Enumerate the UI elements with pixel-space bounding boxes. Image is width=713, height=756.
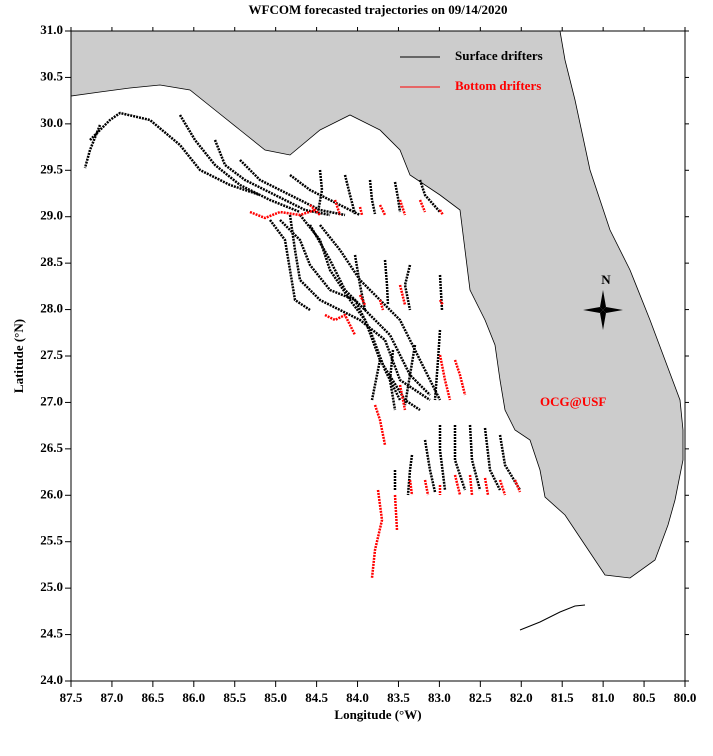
surface-drifter-track — [383, 259, 390, 306]
bottom-drifter-track — [468, 474, 474, 496]
legend: Surface drifters Bottom drifters — [400, 48, 543, 93]
surface-drifter-track — [308, 224, 431, 396]
y-tick-label: 27.0 — [40, 393, 63, 408]
keys — [519, 604, 586, 631]
bottom-drifter-track — [358, 294, 367, 306]
bottom-drifter-track — [418, 199, 427, 213]
y-tick-label: 26.0 — [40, 486, 63, 501]
compass-label: N — [601, 272, 611, 287]
surface-drifter-track — [83, 124, 102, 169]
bottom-drifter-track — [309, 204, 321, 216]
x-tick-label: 82.5 — [469, 690, 492, 705]
bottom-drifter-track — [373, 404, 387, 446]
x-tick-label: 86.0 — [182, 690, 205, 705]
y-tick-label: 27.5 — [40, 347, 63, 362]
x-tick-label: 80.0 — [674, 690, 697, 705]
surface-drifter-track — [433, 329, 442, 401]
y-tick-label: 25.5 — [40, 533, 63, 548]
surface-drifter-track — [393, 181, 402, 213]
x-tick-label: 87.5 — [60, 690, 83, 705]
surface-drifter-track — [288, 214, 431, 402]
surface-drifter-track — [353, 254, 367, 311]
surface-drifter-track — [343, 174, 357, 215]
surface-drifter-track — [403, 264, 412, 311]
bottom-drifter-track — [423, 479, 430, 496]
x-axis-label: Longitude (°W) — [334, 707, 421, 722]
annotation: OCG@USF — [540, 394, 606, 409]
bottom-drifter-track — [370, 489, 384, 579]
bottom-drifter-track — [498, 479, 507, 496]
surface-drifter-track — [89, 111, 261, 197]
x-tick-label: 85.5 — [223, 690, 246, 705]
x-tick-label: 86.5 — [141, 690, 164, 705]
y-tick-label: 31.0 — [40, 22, 63, 37]
bottom-drifter-track — [453, 474, 462, 496]
surface-drifter-track — [370, 359, 382, 401]
surface-drifter-track — [403, 344, 417, 406]
y-tick-label: 28.0 — [40, 301, 63, 316]
y-tick-label: 24.5 — [40, 626, 63, 641]
surface-drifter-track — [316, 169, 324, 213]
surface-drifter-track — [269, 219, 311, 312]
x-tick-label: 84.0 — [346, 690, 369, 705]
x-tick-label: 83.5 — [387, 690, 410, 705]
surface-drifter-track — [406, 454, 414, 496]
surface-drifter-track — [388, 349, 397, 411]
land — [70, 30, 684, 579]
y-tick-label: 30.5 — [40, 68, 63, 83]
x-tick-label: 80.5 — [633, 690, 656, 705]
surface-drifter-track — [453, 425, 467, 491]
bottom-drifter-track — [378, 204, 387, 216]
y-tick-label: 29.0 — [40, 208, 63, 223]
legend-label: Bottom drifters — [455, 78, 541, 93]
bottom-drifter-track — [438, 209, 445, 216]
bottom-drifter-track — [438, 299, 445, 306]
surface-drifter-track — [418, 179, 441, 213]
bottom-drifter-track — [358, 206, 364, 216]
bottom-drifter-track — [378, 299, 385, 311]
surface-drifter-track — [438, 425, 447, 491]
y-axis-label: Latitude (°N) — [11, 319, 26, 393]
surface-drifter-track — [468, 424, 482, 491]
bottom-drifter-track — [453, 359, 467, 396]
surface-drifter-track — [289, 174, 361, 217]
bottom-drifter-track — [438, 354, 452, 401]
bottom-drifter-track — [398, 284, 407, 306]
surface-drifter-track — [423, 439, 437, 493]
trajectories — [83, 111, 522, 579]
bottom-drifter-track — [398, 384, 407, 411]
x-tick-label: 83.0 — [428, 690, 451, 705]
x-tick-label: 84.5 — [305, 690, 328, 705]
x-tick-label: 81.0 — [592, 690, 615, 705]
x-tick-label: 82.0 — [510, 690, 533, 705]
bottom-drifter-track — [333, 199, 342, 216]
y-tick-label: 28.5 — [40, 254, 63, 269]
bottom-drifter-track — [398, 199, 407, 216]
surface-drifter-track — [299, 214, 421, 412]
legend-label: Surface drifters — [455, 48, 543, 63]
x-tick-label: 85.0 — [264, 690, 287, 705]
y-tick-label: 25.0 — [40, 579, 63, 594]
x-tick-label: 81.5 — [551, 690, 574, 705]
y-tick-label: 29.5 — [40, 161, 63, 176]
x-tick-label: 87.0 — [101, 690, 124, 705]
surface-drifter-track — [239, 159, 346, 217]
surface-drifter-track — [213, 139, 331, 217]
surface-drifter-track — [368, 179, 377, 215]
bottom-drifter-track — [324, 313, 357, 336]
y-tick-label: 24.0 — [40, 672, 63, 687]
surface-drifter-track — [483, 427, 502, 491]
chart-title: WFCOM forecasted trajectories on 09/14/2… — [249, 2, 508, 17]
compass: N — [583, 272, 623, 330]
y-tick-label: 30.0 — [40, 115, 63, 130]
bottom-drifter-track — [408, 479, 414, 496]
bottom-drifter-track — [513, 479, 522, 493]
surface-drifter-track — [178, 114, 301, 214]
y-tick-label: 26.5 — [40, 440, 63, 455]
bottom-drifter-track — [249, 208, 316, 220]
